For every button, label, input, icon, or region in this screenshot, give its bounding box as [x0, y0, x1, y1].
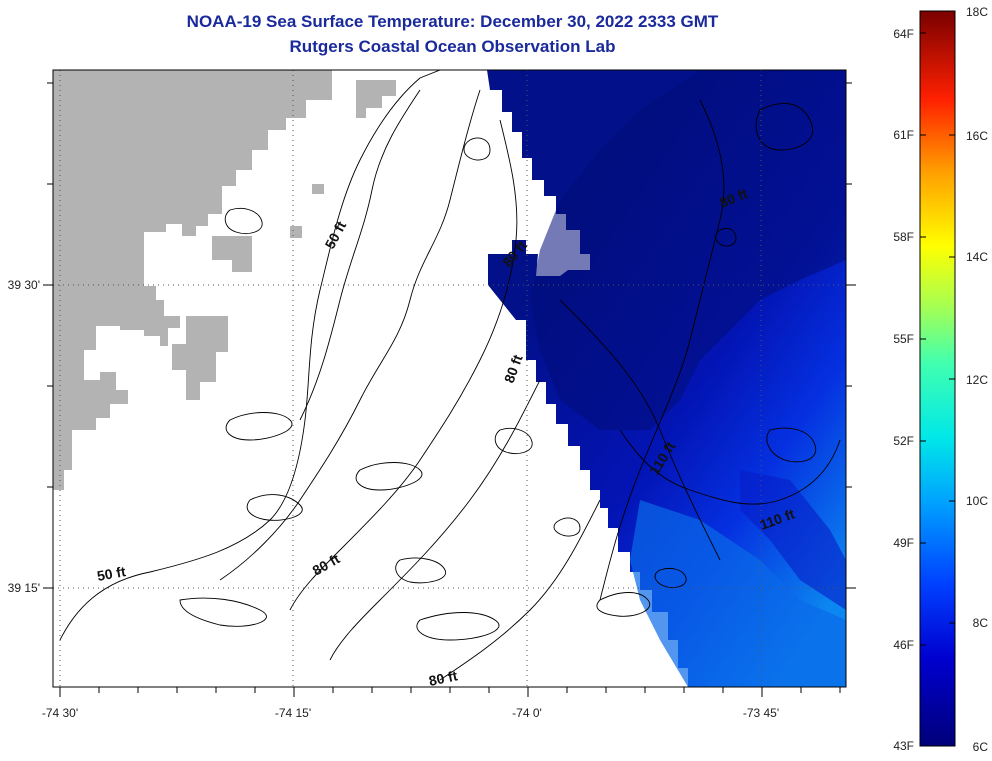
contour-label: 80 ft: [427, 667, 459, 689]
sst-warm-band: [630, 500, 846, 687]
colorbar-label-f: 64F: [893, 27, 914, 41]
sst-deep-channel: [740, 470, 846, 610]
map-subtitle: Rutgers Coastal Ocean Observation Lab: [289, 37, 616, 56]
lon-label: -74 30': [42, 706, 78, 720]
colorbar-label-c: 8C: [973, 616, 989, 630]
lon-label: -73 45': [743, 706, 779, 720]
lat-label: 39 15': [8, 581, 40, 595]
land-speck: [312, 184, 324, 194]
colorbar-label-f: 49F: [893, 536, 914, 550]
colorbar-label-c: 16C: [966, 129, 988, 143]
lon-label: -74 0': [512, 706, 542, 720]
axis-ticks: [43, 82, 856, 697]
lon-label: -74 15': [275, 706, 311, 720]
land-peninsula: [172, 316, 228, 400]
colorbar-label-f: 58F: [893, 230, 914, 244]
colorbar-ticks: [920, 32, 955, 646]
lat-label: 39 30': [8, 278, 40, 292]
colorbar-label-f: 55F: [893, 332, 914, 346]
land-island: [356, 80, 396, 118]
colorbar-label-f: 46F: [893, 638, 914, 652]
land-patch: [212, 236, 252, 272]
colorbar-fahrenheit-labels: 64F 61F 58F 55F 52F 49F 46F 43F: [893, 27, 914, 753]
colorbar-label-c: 6C: [973, 740, 989, 754]
colorbar-label-f: 43F: [893, 739, 914, 753]
map-title: NOAA-19 Sea Surface Temperature: Decembe…: [186, 12, 719, 31]
land-speck: [290, 226, 302, 238]
contour-label: 50 ft: [96, 563, 127, 584]
colorbar-label-f: 61F: [893, 128, 914, 142]
grid-lines: [53, 70, 846, 687]
bathymetry-contours: [59, 70, 841, 681]
sst-cold-band: [530, 70, 846, 430]
colorbar-label-c: 10C: [966, 494, 988, 508]
colorbar-label-c: 18C: [966, 5, 988, 19]
colorbar-label-f: 52F: [893, 434, 914, 448]
colorbar-label-c: 12C: [966, 373, 988, 387]
colorbar-label-c: 14C: [966, 250, 988, 264]
land-mass: [53, 70, 332, 490]
colorbar-celsius-labels: 18C 16C 14C 12C 10C 8C 6C: [966, 5, 988, 754]
